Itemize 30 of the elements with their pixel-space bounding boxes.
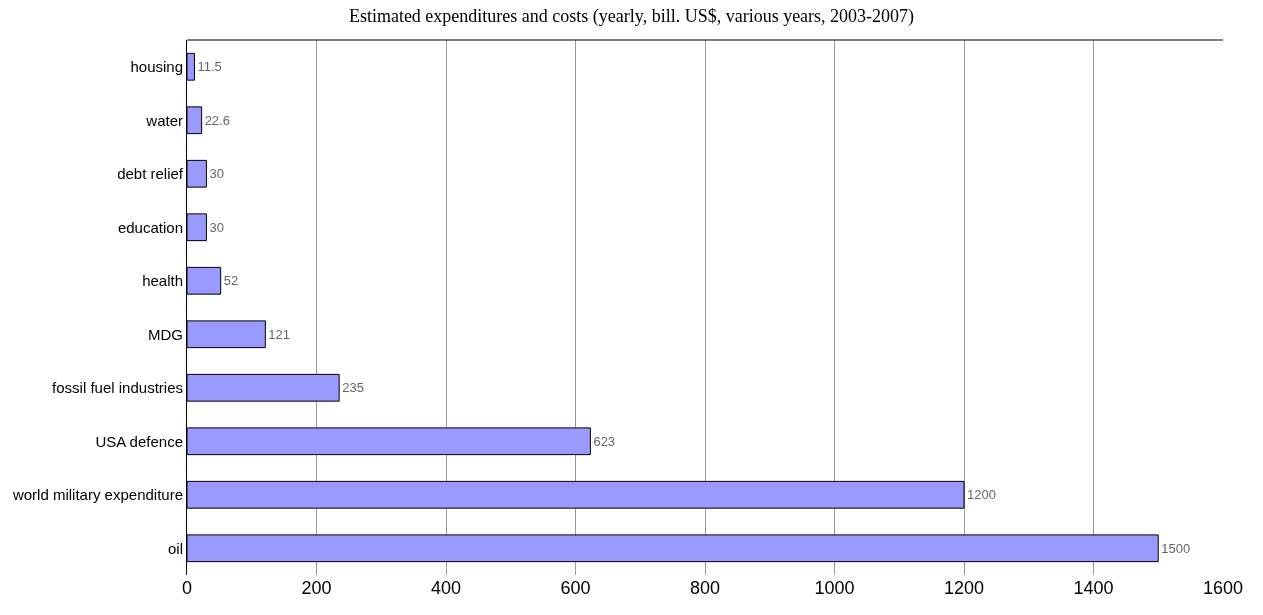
x-tick-label: 0	[181, 578, 193, 598]
y-tick-label: education	[117, 218, 183, 236]
y-tick-label: debt relief	[117, 165, 184, 182]
y-tick-label: oil	[167, 539, 183, 557]
data-label: 1500	[1161, 540, 1191, 556]
x-tick-label: 1600	[1202, 578, 1244, 598]
y-tick-label: housing	[130, 58, 183, 75]
x-tick-label: 1000	[814, 578, 855, 598]
y-tick-label: fossil fuel industries	[52, 379, 183, 396]
chart-title: Estimated expenditures and costs (yearly, bill. US$, various years, 2003-2007)	[348, 5, 915, 27]
x-tick-label: 400	[430, 578, 462, 598]
data-label: 30	[209, 219, 224, 235]
data-label: 1200	[967, 487, 996, 503]
y-tick-label: water	[145, 111, 183, 129]
y-tick-label: MDG	[148, 325, 183, 343]
x-tick-label: 800	[689, 578, 721, 598]
data-label: 11.5	[197, 59, 222, 75]
x-tick-label: 600	[560, 578, 591, 598]
x-tick-label: 1200	[943, 578, 985, 598]
y-tick-label: USA defence	[95, 432, 183, 450]
data-label: 22.6	[204, 112, 230, 128]
data-label: 623	[593, 433, 616, 449]
y-tick-label: world military expenditure	[11, 486, 183, 503]
data-label: 52	[223, 273, 239, 289]
data-label: 235	[342, 380, 364, 396]
data-label: 121	[268, 326, 291, 342]
y-tick-label: health	[142, 272, 183, 289]
x-tick-label: 1400	[1073, 578, 1114, 598]
data-label: 30	[209, 166, 224, 182]
x-tick-label: 200	[301, 578, 332, 598]
